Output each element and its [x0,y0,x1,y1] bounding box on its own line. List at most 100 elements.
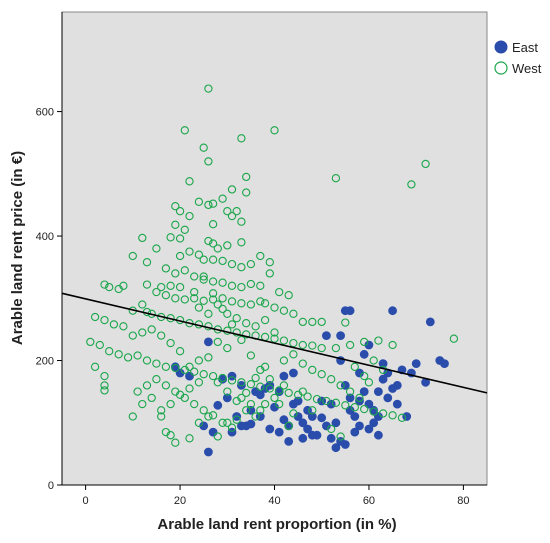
point-west [128,331,137,340]
point-west [208,295,218,304]
y-tick-label: 0 [48,480,54,492]
point-west [142,356,152,365]
point-east [298,418,308,428]
point-east [378,359,388,369]
point-west [166,399,175,409]
point-west [161,381,171,390]
point-west [152,375,161,384]
point-west [303,392,312,401]
point-west [218,418,227,427]
point-east [331,443,341,453]
point-west [138,233,147,243]
point-west [204,157,213,166]
point-west [260,315,270,325]
point-west [180,266,189,275]
point-west [128,251,137,261]
point-east [402,412,412,421]
x-tick-label: 40 [268,495,280,507]
point-west [190,272,199,281]
point-west [100,280,109,289]
point-west [105,347,114,356]
point-west [317,343,326,353]
point-west [232,314,241,323]
point-east [203,337,213,347]
point-west [237,134,246,143]
point-east [227,371,237,381]
point-west [119,322,128,331]
point-west [199,406,208,415]
point-west [275,287,284,297]
point-west [204,236,213,246]
legend-marker-west [494,61,508,75]
point-west [199,272,208,281]
point-west [204,353,213,362]
point-east [336,331,346,341]
point-west [213,244,222,253]
point-west [360,337,369,347]
point-west [133,387,142,396]
point-west [171,438,180,447]
point-west [218,278,227,287]
point-east [293,396,303,406]
point-west [175,347,185,356]
point-west [369,356,378,365]
point-west [364,378,374,387]
point-west [242,388,251,398]
point-west [260,362,270,371]
point-west [232,207,241,216]
point-west [208,220,218,229]
point-west [308,317,317,327]
point-west [251,322,260,331]
point-west [208,277,218,286]
point-west [256,382,265,391]
legend-label-east: East [512,40,538,55]
point-west [213,337,222,347]
point-west [100,315,109,325]
point-west [171,220,180,229]
point-east [265,424,275,434]
point-west [223,207,232,216]
point-west [142,280,152,289]
point-east [274,427,284,437]
point-west [166,233,175,242]
point-east [392,380,402,390]
point-west [308,365,317,375]
point-west [138,328,147,337]
point-west [279,381,289,390]
point-west [133,351,142,360]
point-west [331,343,341,353]
point-east [359,387,369,397]
point-west [388,340,397,350]
point-west [265,269,274,278]
point-east [359,349,369,359]
point-west [218,373,227,383]
point-west [175,251,185,261]
point-west [317,317,326,327]
point-west [90,312,100,322]
x-axis-title: Arable land rent proportion (in %) [157,516,396,533]
point-west [204,309,213,318]
point-west [100,371,109,381]
point-west [185,434,194,443]
point-west [218,194,227,203]
fit-line [61,292,488,394]
point-west [360,404,369,414]
point-west [237,335,246,345]
point-east [203,447,213,457]
point-west [90,362,100,371]
point-west [388,411,397,420]
point-west [185,211,194,221]
point-west [378,409,388,418]
point-west [157,412,166,421]
point-west [166,338,175,348]
point-east [378,374,388,384]
point-east [213,400,223,410]
point-west [360,371,369,381]
point-west [312,394,322,404]
point-west [180,126,189,135]
point-west [194,378,204,387]
point-west [208,371,218,381]
point-west [171,387,180,396]
y-axis-title: Arable land rent price (in €) [9,151,26,345]
point-east [369,418,379,428]
